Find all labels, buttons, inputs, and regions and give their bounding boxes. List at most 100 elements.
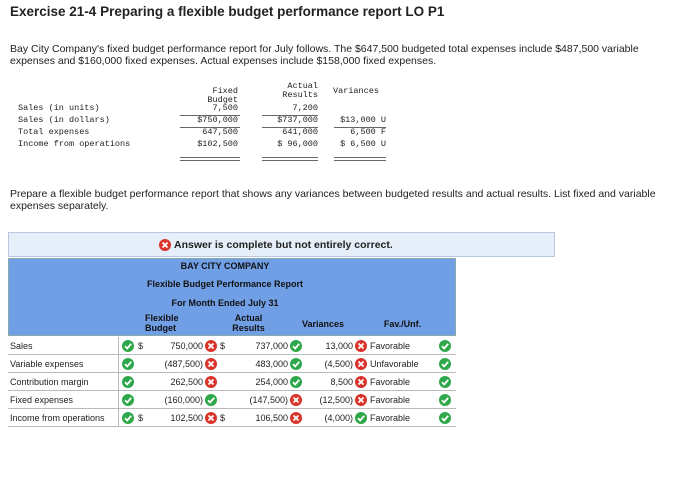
check-icon [439, 376, 451, 388]
label-divider [118, 355, 119, 373]
cell: $750,000 [197, 115, 238, 125]
cell: 647,500 [202, 127, 238, 137]
double-rule [334, 157, 386, 161]
cell: (160,000) [164, 395, 203, 405]
fav-unf: Favorable [370, 377, 411, 387]
currency-symbol: $ [220, 413, 226, 423]
cross-icon [355, 376, 367, 388]
check-icon [439, 358, 451, 370]
check-icon [290, 376, 302, 388]
row-label: Contribution margin [10, 377, 89, 387]
cell: 6,500 F [350, 127, 386, 137]
check-icon [122, 376, 134, 388]
currency-symbol: $ [138, 413, 144, 423]
check-icon [439, 394, 451, 406]
label-divider [118, 373, 119, 391]
banner-text: Answer is complete but not entirely corr… [174, 239, 393, 251]
check-icon [205, 394, 217, 406]
check-icon [439, 340, 451, 352]
currency-symbol: $ [220, 341, 226, 351]
fav-unf: Favorable [370, 341, 411, 351]
row-label: Variable expenses [10, 359, 84, 369]
table-row [8, 391, 456, 409]
column-header: Actual Results [282, 81, 318, 100]
table-row [8, 355, 456, 373]
double-rule [262, 157, 318, 161]
label-divider [118, 391, 119, 409]
rule [262, 127, 318, 128]
row-label: Sales (in dollars) [18, 115, 110, 125]
row-label: Income from operations [10, 413, 105, 423]
cell: 254,000 [255, 377, 288, 387]
cross-icon [355, 358, 367, 370]
rule [180, 115, 240, 116]
intro-text: Bay City Company's fixed budget performa… [10, 43, 639, 67]
check-icon [122, 340, 134, 352]
check-icon [355, 412, 367, 424]
column-header: Actual Results [232, 313, 265, 333]
cross-icon [205, 412, 217, 424]
cell: $737,000 [277, 115, 318, 125]
report-period: For Month Ended July 31 [171, 298, 279, 308]
cell: (4,000) [324, 413, 353, 423]
cross-icon [290, 394, 302, 406]
row-label: Income from operations [18, 139, 131, 149]
column-header: Fav./Unf. [383, 319, 422, 329]
cell: 262,500 [170, 377, 203, 387]
fav-unf: Favorable [370, 413, 411, 423]
fixed-report: Fixed Budget Actual Results Variances Sales… [0, 0, 420, 175]
cell: $ 96,000 [277, 139, 318, 149]
cell: $102,500 [197, 139, 238, 149]
check-icon [290, 358, 302, 370]
rule [262, 115, 318, 116]
cell: 641,000 [282, 127, 318, 137]
label-divider [118, 409, 119, 427]
cell: 750,000 [170, 341, 203, 351]
column-header: Fixed Budget [207, 86, 238, 105]
row-label: Fixed expenses [10, 395, 74, 405]
cell: 737,000 [255, 341, 288, 351]
cell: $ 6,500 U [340, 139, 386, 149]
cell: 106,500 [255, 413, 288, 423]
column-header: Variances [333, 86, 379, 96]
cross-icon [290, 412, 302, 424]
report-header [8, 258, 456, 336]
column-header: Variances [301, 319, 345, 329]
cross-icon [205, 358, 217, 370]
cell: 102,500 [170, 413, 203, 423]
cell: 7,200 [292, 103, 318, 113]
cross-icon [159, 239, 171, 251]
check-icon [290, 340, 302, 352]
check-icon [122, 358, 134, 370]
cell: 13,000 [325, 341, 353, 351]
fav-unf: Unfavorable [370, 359, 419, 369]
row-label: Sales (in units) [18, 103, 100, 113]
cell: (4,500) [324, 359, 353, 369]
row-label: Sales [10, 341, 33, 351]
cross-icon [205, 340, 217, 352]
check-icon [439, 412, 451, 424]
answer-banner: Answer is complete but not entirely corr… [8, 232, 555, 257]
report-title: Flexible Budget Performance Report [146, 279, 304, 289]
company-name: BAY CITY COMPANY [180, 261, 270, 271]
prompt-text: Prepare a flexible budget performance re… [10, 188, 656, 212]
cell: (147,500) [249, 395, 288, 405]
cross-icon [355, 340, 367, 352]
currency-symbol: $ [138, 341, 144, 351]
column-header: Flexible Budget [145, 313, 179, 333]
cell: 7,500 [212, 103, 238, 113]
cell: (487,500) [164, 359, 203, 369]
fav-unf: Favorable [370, 395, 411, 405]
rule [180, 127, 240, 128]
cross-icon [355, 394, 367, 406]
table-row [8, 409, 456, 427]
exercise-title: Exercise 21-4 Preparing a flexible budge… [10, 4, 445, 19]
table-row [8, 337, 456, 355]
rule [334, 127, 386, 128]
cell: 483,000 [255, 359, 288, 369]
cell: (12,500) [319, 395, 353, 405]
cell: $13,000 U [340, 115, 386, 125]
check-icon [122, 394, 134, 406]
